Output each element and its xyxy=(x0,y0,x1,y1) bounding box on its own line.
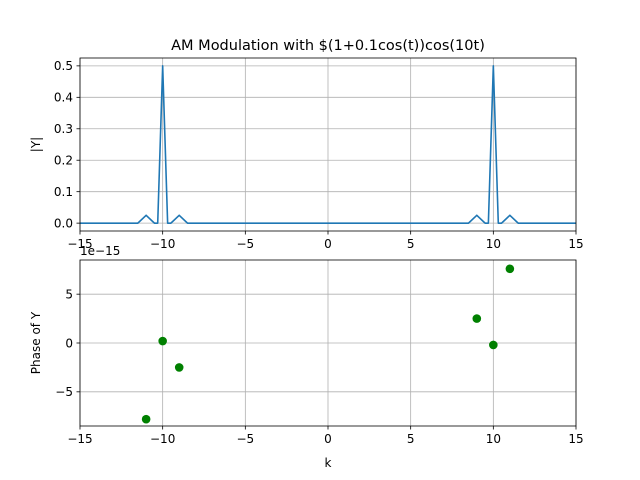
magnitude-ticks: −15 −10 −5 0 5 10 15 0.0 0.1 0.2 0.3 0.4 0.5 xyxy=(54,59,584,251)
phase-x-tick-label: −10 xyxy=(150,432,175,446)
phase-y-tick-label: 5 xyxy=(65,287,73,301)
phase-y-offset-label: 1e−15 xyxy=(80,244,120,258)
magnitude-x-tick-label: 15 xyxy=(568,237,583,251)
phase-x-tick-label: 0 xyxy=(324,432,332,446)
phase-data-point xyxy=(505,264,515,274)
magnitude-chart-title: AM Modulation with $(1+0.1cos(t))cos(10t… xyxy=(171,38,485,54)
magnitude-y-tick-label: 0.1 xyxy=(54,185,73,199)
phase-x-tick-label: 15 xyxy=(568,432,583,446)
magnitude-panel: AM Modulation with $(1+0.1cos(t))cos(10t… xyxy=(29,38,584,251)
phase-x-tick-label: 5 xyxy=(407,432,415,446)
phase-y-tick-label: −5 xyxy=(55,385,73,399)
phase-data-point xyxy=(158,336,167,346)
magnitude-ylabel: |Y| xyxy=(29,137,43,152)
phase-data-point xyxy=(489,340,498,350)
magnitude-y-tick-label: 0.3 xyxy=(54,122,73,136)
phase-x-tick-label: −15 xyxy=(67,432,92,446)
phase-data-point xyxy=(472,314,482,323)
magnitude-x-tick-label: −15 xyxy=(67,237,92,251)
magnitude-x-tick-label: 5 xyxy=(407,237,415,251)
phase-data-point xyxy=(141,414,151,424)
phase-marks xyxy=(141,264,515,424)
phase-y-tick-label: 0 xyxy=(65,336,73,350)
magnitude-y-tick-label: 0.4 xyxy=(54,91,73,105)
magnitude-y-tick-label: 0.0 xyxy=(54,216,73,230)
magnitude-x-tick-label: 0 xyxy=(324,237,332,251)
phase-panel: −15 −10 −5 0 5 10 15 −5 0 5 1e−15 Phase of Y k xyxy=(29,244,584,470)
magnitude-series-line xyxy=(80,65,576,224)
magnitude-y-tick-label: 0.2 xyxy=(54,154,73,168)
magnitude-marks xyxy=(80,65,576,224)
phase-x-tick-label: 10 xyxy=(486,432,501,446)
magnitude-y-tick-label: 0.5 xyxy=(54,59,73,73)
magnitude-x-tick-label: 10 xyxy=(486,237,501,251)
phase-data-point xyxy=(174,363,184,372)
magnitude-x-tick-label: −5 xyxy=(236,237,254,251)
phase-xlabel: k xyxy=(325,456,332,470)
magnitude-x-tick-label: −10 xyxy=(150,237,175,251)
phase-x-tick-label: −5 xyxy=(236,432,254,446)
phase-ticks: −15 −10 −5 0 5 10 15 −5 0 5 xyxy=(55,287,583,446)
phase-ylabel: Phase of Y xyxy=(29,311,43,374)
